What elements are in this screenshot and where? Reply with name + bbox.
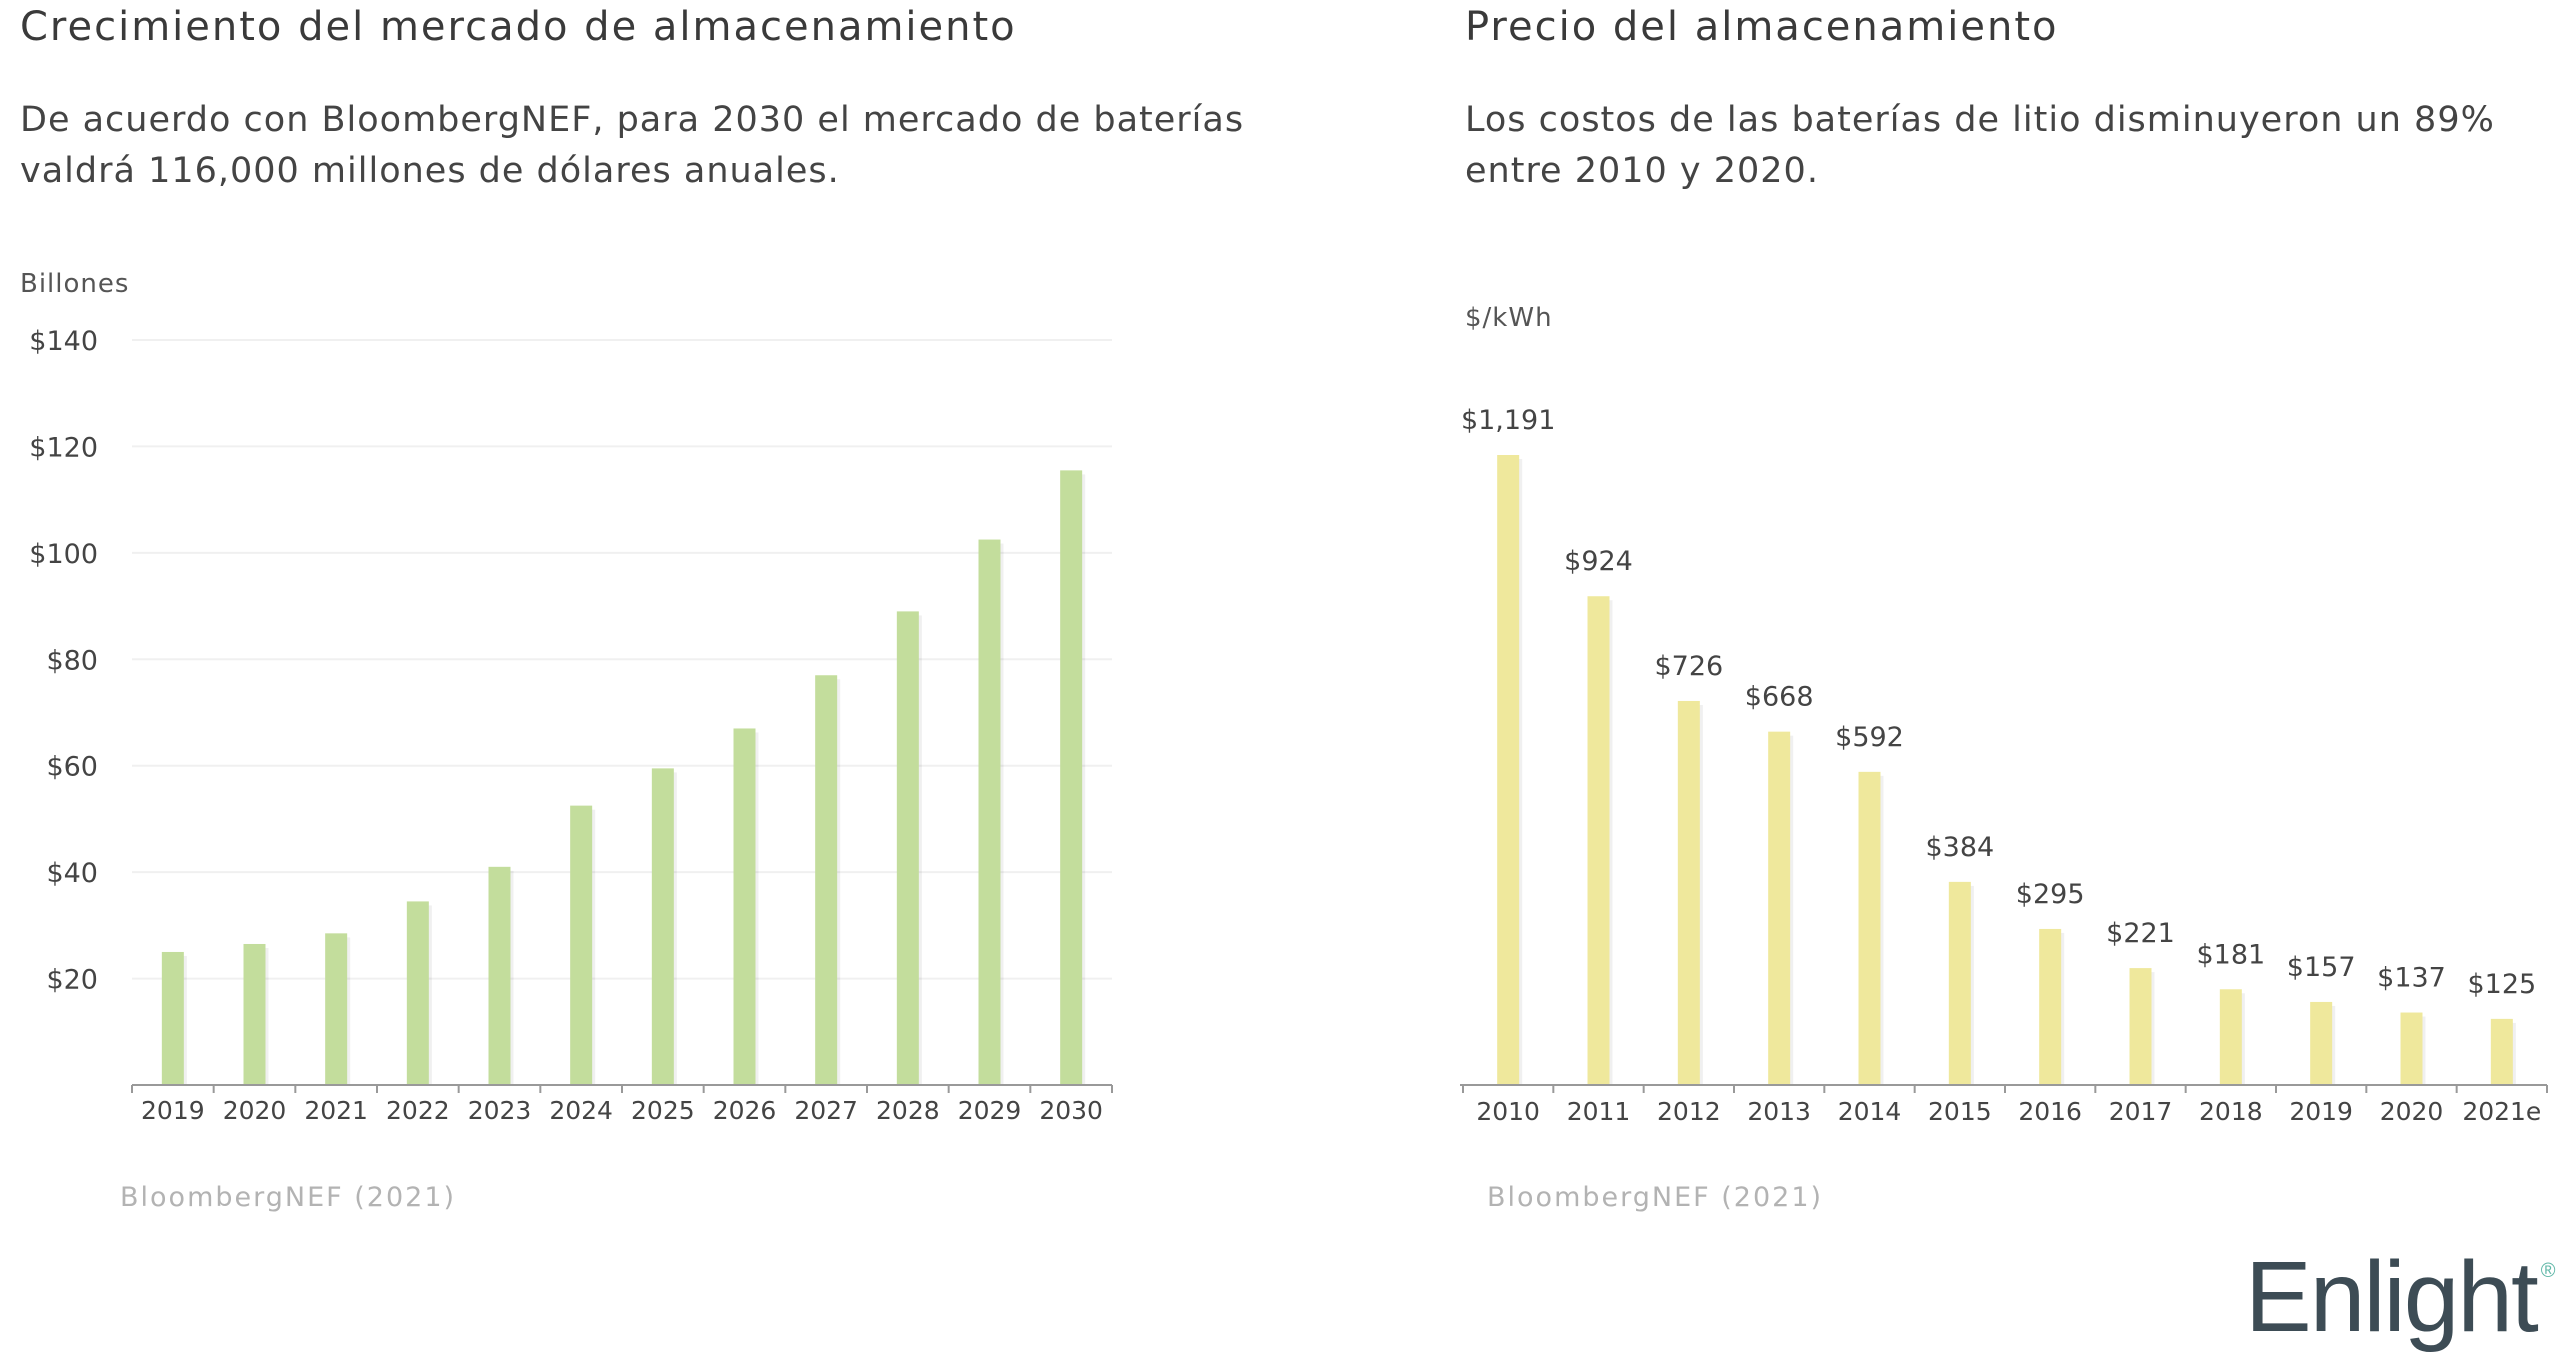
bar (2400, 1012, 2423, 1085)
x-tick-label: 2026 (713, 1096, 777, 1125)
storage-price-source: BloombergNEF (2021) (1487, 1182, 1824, 1213)
storage-price-chart: $/kWh $1,191 2010 $924 2011 $726 2012 $668 2013 $… (1460, 303, 2548, 1126)
y-tick-label: $40 (46, 858, 98, 889)
market-growth-description: De acuerdo con BloombergNEF, para 2030 e… (20, 95, 1320, 197)
x-tick-label: 2021 (304, 1096, 368, 1125)
data-label: $924 (1564, 546, 1633, 577)
bar (1948, 881, 1971, 1085)
bar (815, 675, 838, 1085)
bar (406, 901, 429, 1085)
bar (2219, 989, 2242, 1085)
storage-price-description-line1: Los costos de las baterías de litio dism… (1465, 100, 2495, 140)
storage-price-description: Los costos de las baterías de litio dism… (1465, 95, 2560, 197)
data-label: $384 (1925, 832, 1994, 863)
y-tick-label: $120 (29, 432, 98, 463)
x-tick-label: 2024 (549, 1096, 613, 1125)
data-label: $181 (2196, 939, 2265, 970)
y-tick-label: $100 (29, 539, 98, 570)
x-tick-label: 2027 (794, 1096, 858, 1125)
x-tick-label: 2025 (631, 1096, 695, 1125)
registered-mark: ® (2540, 1260, 2556, 1282)
x-tick-label: 2029 (958, 1096, 1022, 1125)
bar (1587, 596, 1610, 1085)
market-growth-title: Crecimiento del mercado de almacenamient… (20, 4, 1017, 50)
data-label: $157 (2287, 952, 2356, 983)
bar (2490, 1018, 2513, 1085)
x-tick-label: 2016 (2018, 1097, 2082, 1126)
bar (2129, 968, 2152, 1085)
market-growth-chart: Billones $20 $40 $60 $80 $100 $120 $140 2019 2020… (20, 269, 1113, 1125)
bar (2039, 928, 2062, 1085)
x-tick-label: 2019 (2289, 1097, 2353, 1126)
bar (1060, 470, 1083, 1085)
x-tick-label: 2030 (1039, 1096, 1103, 1125)
enlight-logo-text: Enlight (2245, 1241, 2539, 1353)
data-label: $221 (2106, 918, 2175, 949)
bar (1768, 731, 1791, 1085)
bar (2310, 1001, 2333, 1085)
market-growth-source: BloombergNEF (2021) (120, 1182, 457, 1213)
market-growth-description-line1: De acuerdo con BloombergNEF, para 2030 e… (20, 100, 1245, 140)
bar (1677, 700, 1700, 1085)
bar (651, 768, 674, 1085)
y-tick-label: $20 (46, 965, 98, 996)
y-tick-label: $140 (29, 326, 98, 357)
y-axis-label: Billones (20, 269, 129, 299)
x-tick-label: 2017 (2109, 1097, 2173, 1126)
y-tick-label: $60 (46, 752, 98, 783)
enlight-logo: Enlight ® (2245, 1240, 2556, 1355)
data-label: $137 (2377, 963, 2446, 994)
market-growth-description-line2: valdrá 116,000 millones de dólares anual… (20, 151, 840, 191)
bar (896, 611, 919, 1085)
data-label: $295 (2016, 879, 2085, 910)
x-tick-label: 2014 (1838, 1097, 1902, 1126)
data-label: $726 (1654, 651, 1723, 682)
x-tick-label: 2010 (1476, 1097, 1540, 1126)
x-tick-label: 2020 (223, 1096, 287, 1125)
x-tick-label: 2013 (1747, 1097, 1811, 1126)
y-axis-label: $/kWh (1465, 303, 1553, 333)
data-label: $125 (2467, 969, 2536, 1000)
storage-price-title: Precio del almacenamiento (1465, 4, 2059, 50)
x-tick-label: 2019 (141, 1096, 205, 1125)
bar (978, 539, 1001, 1085)
bar (733, 728, 756, 1085)
x-tick-label: 2012 (1657, 1097, 1721, 1126)
x-tick-label: 2020 (2380, 1097, 2444, 1126)
x-tick-label: 2015 (1928, 1097, 1992, 1126)
data-label: $592 (1835, 722, 1904, 753)
bar (570, 805, 593, 1085)
bar (161, 951, 184, 1085)
data-label: $668 (1745, 682, 1814, 713)
x-tick-label: 2023 (468, 1096, 532, 1125)
bar (325, 933, 348, 1085)
storage-price-description-line2: entre 2010 y 2020. (1465, 151, 1819, 191)
bar (1497, 455, 1520, 1085)
x-tick-label: 2018 (2199, 1097, 2263, 1126)
x-tick-label: 2021e (2462, 1097, 2541, 1126)
data-label: $1,191 (1461, 405, 1555, 436)
x-tick-label: 2028 (876, 1096, 940, 1125)
bar (1858, 771, 1881, 1085)
y-tick-label: $80 (46, 645, 98, 676)
x-tick-label: 2022 (386, 1096, 450, 1125)
bar (243, 943, 266, 1085)
bar (488, 866, 511, 1085)
x-tick-label: 2011 (1567, 1097, 1631, 1126)
